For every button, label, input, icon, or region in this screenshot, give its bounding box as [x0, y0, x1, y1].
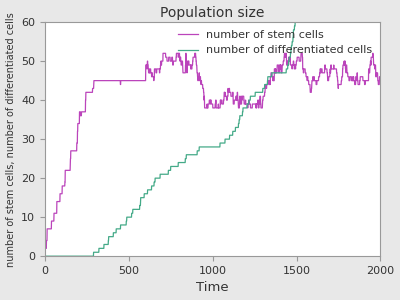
number of stem cells — [244, 102, 249, 106]
number of stem cells — [50, 219, 55, 223]
number of differentiated cells — [50, 254, 55, 258]
number of stem cells — [61, 184, 66, 188]
number of differentiated cells — [378, 20, 383, 24]
number of differentiated cells — [61, 254, 66, 258]
Line: number of stem cells: number of stem cells — [45, 53, 380, 252]
number of stem cells — [319, 67, 324, 71]
number of stem cells — [161, 52, 166, 55]
number of stem cells — [167, 56, 172, 59]
number of stem cells — [72, 149, 77, 153]
Line: number of differentiated cells: number of differentiated cells — [45, 22, 380, 256]
number of differentiated cells — [167, 169, 172, 172]
number of differentiated cells — [293, 20, 298, 24]
X-axis label: Time: Time — [196, 281, 229, 294]
number of differentiated cells — [244, 106, 249, 110]
number of differentiated cells — [319, 20, 324, 24]
Legend: number of stem cells, number of differentiated cells: number of stem cells, number of differen… — [175, 28, 375, 58]
Y-axis label: number of stem cells, number of differentiated cells: number of stem cells, number of differen… — [6, 12, 16, 266]
number of differentiated cells — [72, 254, 77, 258]
number of stem cells — [378, 75, 383, 79]
number of stem cells — [42, 250, 47, 254]
Title: Population size: Population size — [160, 6, 265, 20]
number of differentiated cells — [42, 254, 47, 258]
